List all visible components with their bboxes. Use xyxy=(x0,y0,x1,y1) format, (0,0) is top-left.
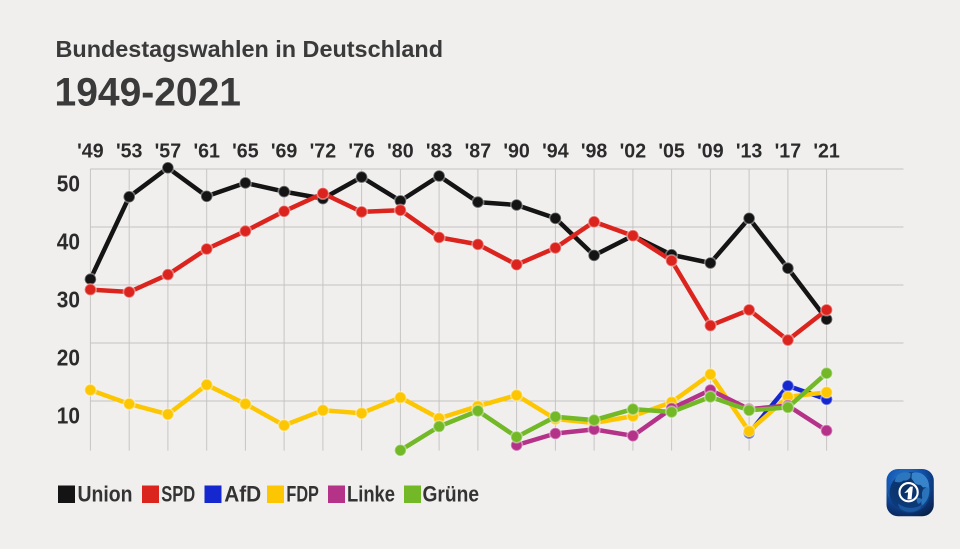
svg-text:1949-2021: 1949-2021 xyxy=(55,70,242,114)
svg-text:SPD: SPD xyxy=(161,481,195,506)
svg-text:'69: '69 xyxy=(271,141,298,163)
svg-text:'09: '09 xyxy=(697,141,724,163)
svg-text:'53: '53 xyxy=(116,141,143,163)
svg-text:'90: '90 xyxy=(503,141,530,163)
svg-text:'21: '21 xyxy=(813,141,840,163)
svg-text:'13: '13 xyxy=(736,141,763,163)
svg-text:'02: '02 xyxy=(620,141,647,163)
svg-text:'76: '76 xyxy=(348,141,375,163)
svg-text:'87: '87 xyxy=(465,141,492,163)
svg-text:'72: '72 xyxy=(310,141,337,163)
svg-text:'49: '49 xyxy=(77,141,104,163)
svg-text:'98: '98 xyxy=(581,141,608,163)
svg-text:Linke: Linke xyxy=(347,481,395,506)
svg-text:Grüne: Grüne xyxy=(423,481,480,506)
svg-text:'05: '05 xyxy=(658,141,685,163)
svg-text:50: 50 xyxy=(57,171,80,197)
svg-text:20: 20 xyxy=(57,345,80,371)
svg-text:AfD: AfD xyxy=(224,481,261,506)
svg-text:'17: '17 xyxy=(775,141,802,163)
svg-text:'83: '83 xyxy=(426,141,453,163)
svg-text:40: 40 xyxy=(57,229,80,255)
svg-text:30: 30 xyxy=(57,287,80,313)
svg-text:'80: '80 xyxy=(387,141,414,163)
svg-text:'65: '65 xyxy=(232,141,259,163)
svg-text:10: 10 xyxy=(57,403,80,429)
svg-text:'61: '61 xyxy=(193,141,220,163)
svg-text:Bundestagswahlen in Deutschlan: Bundestagswahlen in Deutschland xyxy=(56,36,444,62)
svg-text:Union: Union xyxy=(78,481,133,506)
svg-text:'94: '94 xyxy=(542,141,569,163)
svg-text:'57: '57 xyxy=(155,141,182,163)
svg-text:FDP: FDP xyxy=(286,481,319,506)
